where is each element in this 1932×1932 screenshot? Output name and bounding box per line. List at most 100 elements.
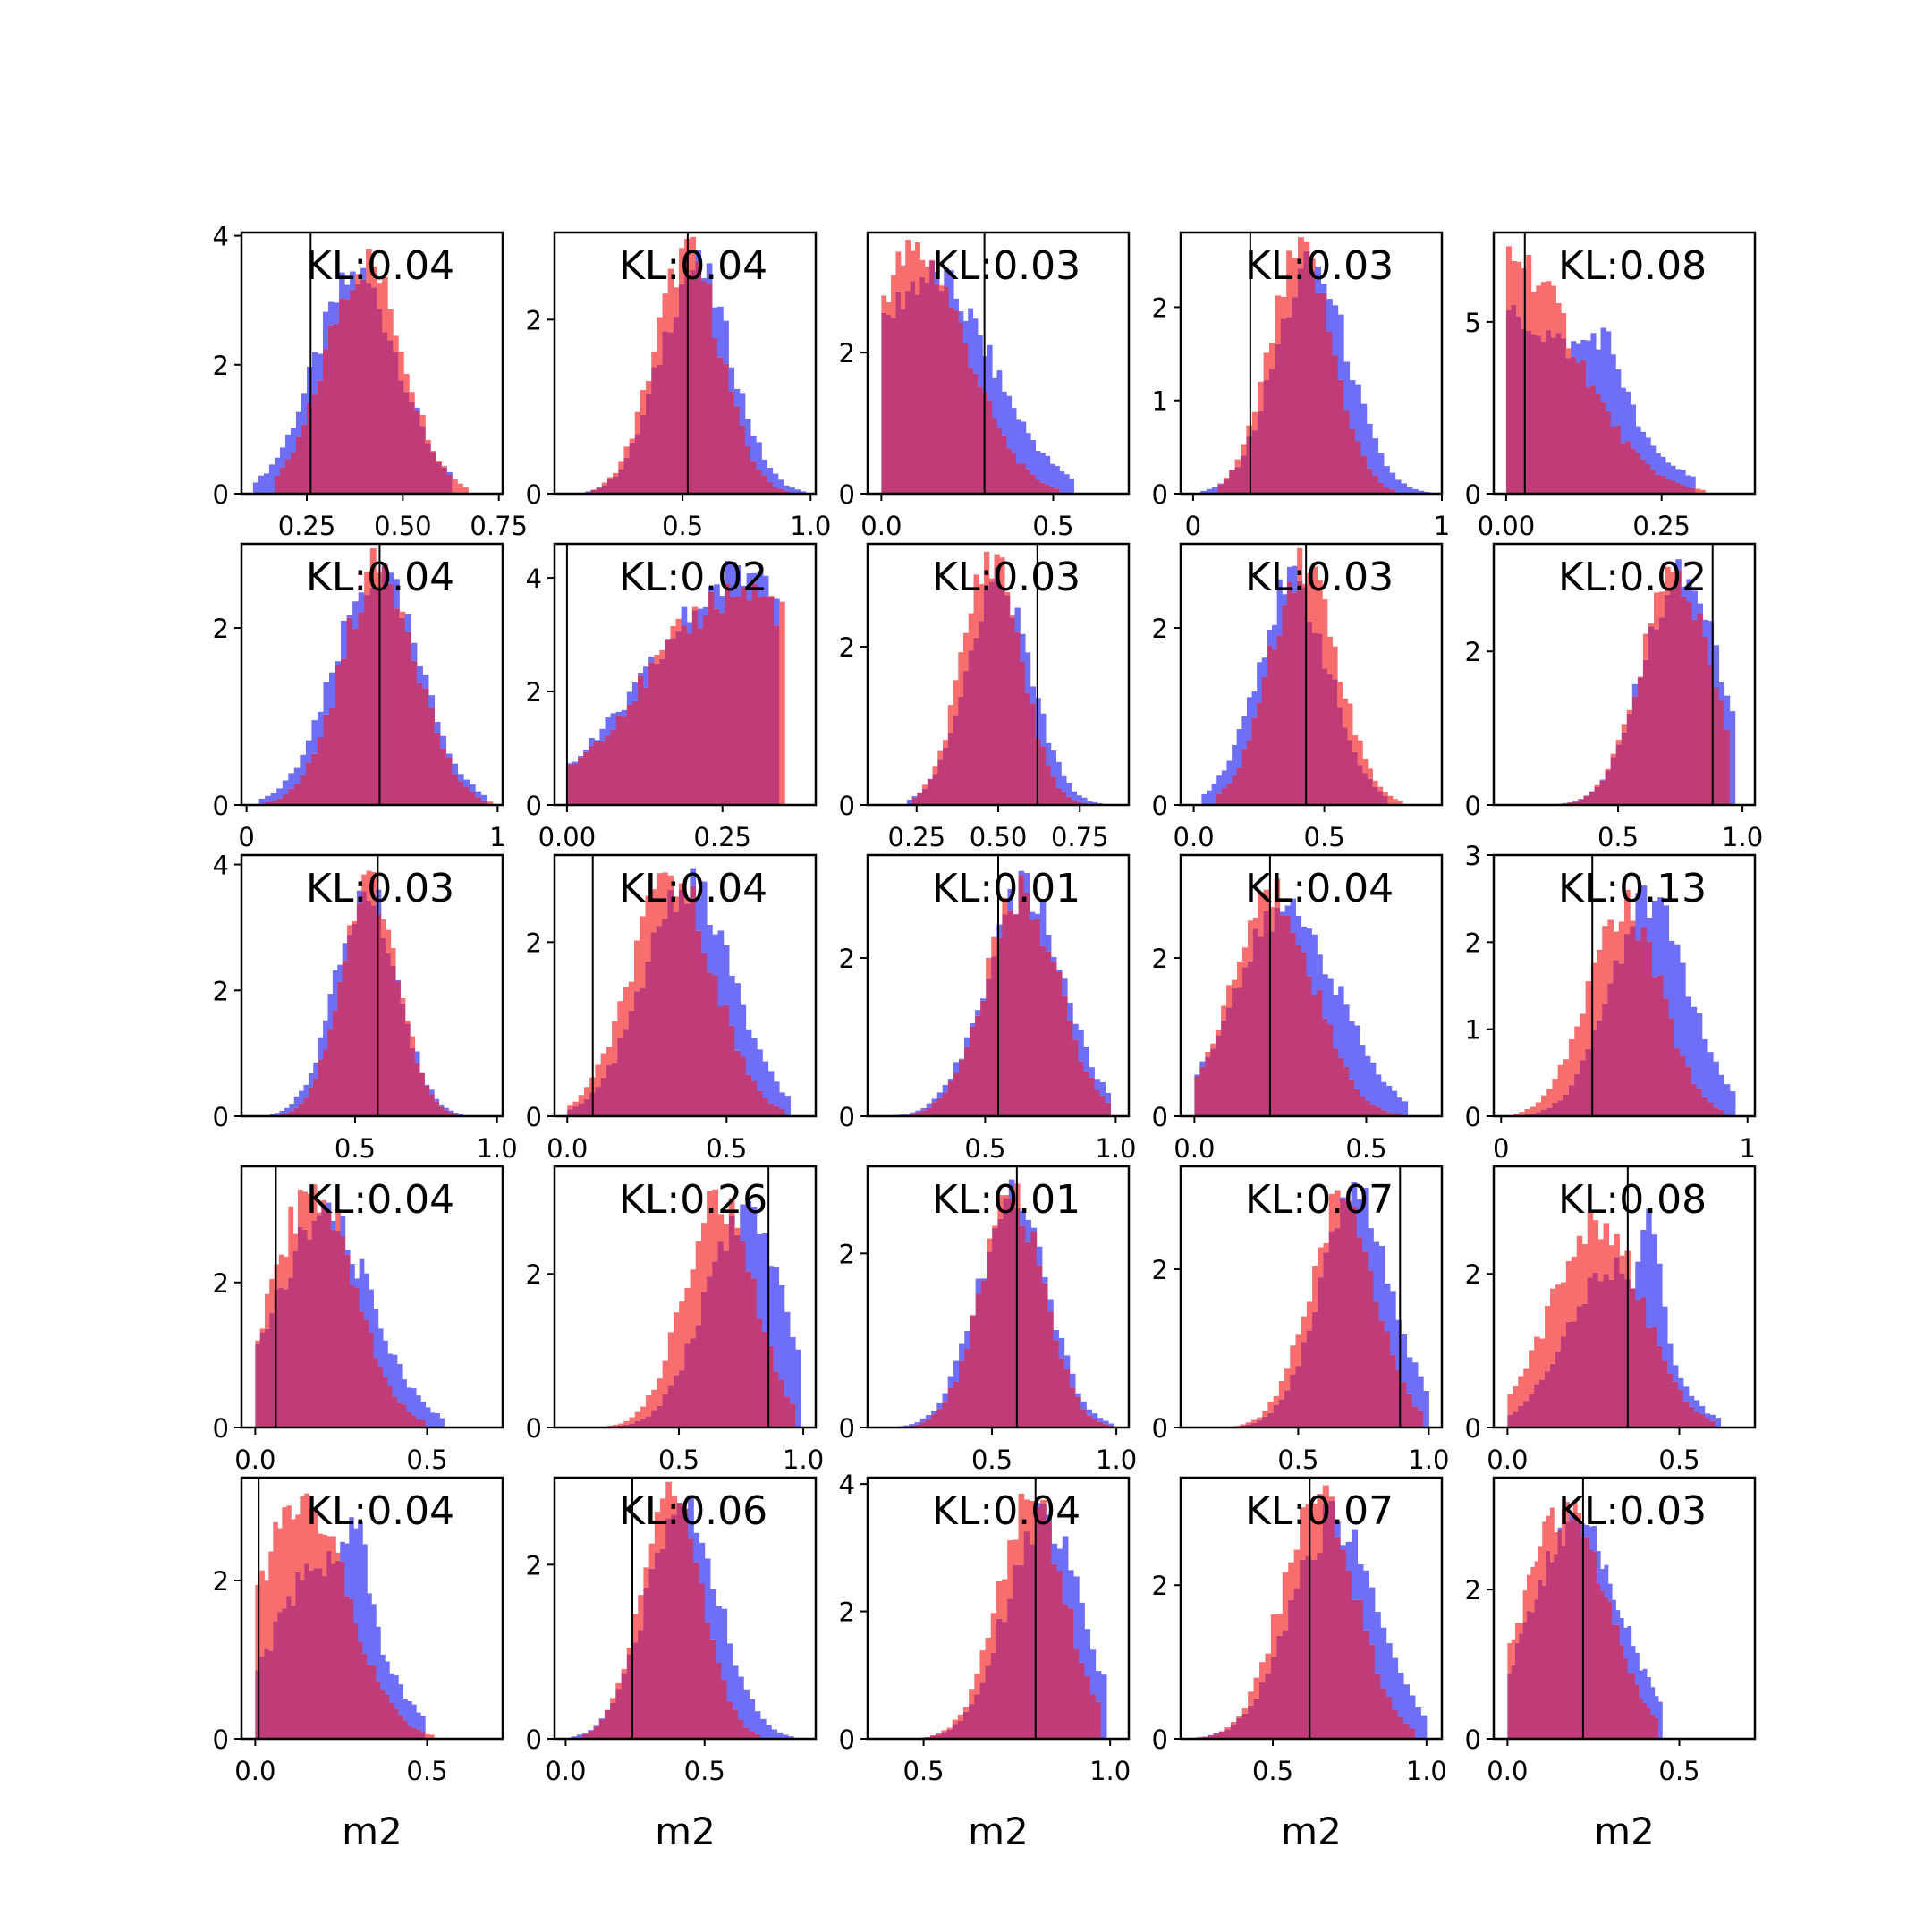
bar-overlap [360,279,367,494]
bar-series-blue [326,1202,332,1211]
bar-series-blue [1351,1182,1358,1207]
bar-overlap [303,1097,309,1116]
bar-overlap [598,1719,606,1739]
y-tick-label: 0 [213,1724,229,1755]
bar-series-blue [911,796,918,798]
bar-series-red [667,875,674,891]
bar-series-red [1328,1193,1335,1232]
bar-series-red [1263,889,1270,911]
bar-overlap [745,1271,752,1428]
bar-series-blue [784,1311,791,1397]
bar-series-red [1307,572,1313,622]
y-tick-label: 0 [213,791,229,821]
bar-series-blue [411,642,418,661]
bar-series-blue [1067,1002,1073,1021]
bar-series-blue [942,1393,949,1403]
bar-series-blue [279,447,286,468]
bar-series-red [1505,246,1512,310]
bar-series-red [1275,295,1282,345]
bar-overlap [290,452,297,494]
panel-1-3: 020.0 0.5KL:0.03 [1152,542,1444,852]
bar-series-red [269,1278,275,1314]
bar-overlap [1334,1537,1341,1739]
bar-series-red [399,611,406,618]
bar-overlap [606,479,614,494]
histogram-bars [567,868,792,1116]
bar-series-red [390,948,396,966]
bar-overlap [1094,1089,1100,1116]
bar-series-blue [963,1037,970,1047]
bar-series-red [640,916,646,988]
bar-overlap [293,1107,300,1116]
bar-overlap [1069,1387,1076,1428]
bar-overlap [1320,292,1327,494]
bar-overlap [623,1424,630,1428]
bar-overlap [1257,702,1263,805]
bar-overlap [706,284,713,494]
bar-series-red [347,925,352,936]
bar-overlap [621,716,628,805]
bar-overlap [1292,592,1298,805]
bar-series-red [264,1580,269,1649]
bar-series-blue [393,579,400,609]
histogram-bars [894,870,1112,1116]
bar-overlap [572,763,579,805]
bar-series-blue [1369,1062,1377,1105]
bar-series-blue [1315,267,1322,293]
bar-series-red [321,1199,327,1205]
bar-overlap [1089,1694,1097,1739]
bar-series-blue [305,740,312,763]
bar-overlap [1311,994,1318,1116]
bar-overlap [1053,1340,1059,1428]
bar-overlap [274,475,281,494]
bar-series-red [675,618,682,632]
bar-series-red [377,283,383,309]
bar-series-blue [1007,888,1013,911]
bar-series-blue [349,1517,354,1599]
bar-overlap [774,625,780,805]
bar-series-blue [1196,1737,1203,1738]
bar-overlap [1055,971,1063,1116]
bar-overlap [1701,1097,1708,1116]
bar-overlap [947,1081,954,1116]
bar-overlap [623,458,631,494]
x-tick-label: 1.0 [1408,1445,1449,1475]
bar-overlap [1349,428,1356,494]
bar-overlap [973,637,979,805]
bar-overlap [1539,1379,1546,1428]
bar-series-blue [1651,1234,1657,1327]
bar-series-red [1515,1623,1520,1643]
bar-overlap [1597,1281,1605,1428]
bar-series-blue [695,250,702,262]
bar-series-blue [915,1110,921,1113]
bar-overlap [645,961,652,1116]
bar-series-red [457,483,463,494]
bar-series-red [273,1521,278,1622]
bar-series-blue [428,1089,435,1095]
bar-series-blue [1663,905,1670,999]
bar-series-blue [1357,1564,1364,1600]
bar-overlap [675,631,682,805]
bar-overlap [980,1280,987,1428]
bar-series-red [1577,1513,1581,1523]
bar-overlap [695,1325,702,1428]
bar-series-blue [1364,1055,1371,1101]
bar-overlap [393,608,400,805]
bar-overlap [936,1734,942,1739]
bar-series-red [881,295,887,313]
bar-overlap [717,1006,724,1116]
bar-series-blue [1062,1536,1069,1605]
bar-overlap [1268,931,1275,1116]
bar-overlap [1326,674,1334,805]
bar-overlap [1007,1598,1013,1739]
bar-series-blue [1063,474,1070,494]
bar-overlap [1267,645,1273,805]
bar-series-blue [789,1336,796,1404]
bar-overlap [291,1606,296,1739]
bar-series-red [617,1001,624,1038]
bar-series-blue [774,598,780,626]
panel-2-3: 020.0 0.5KL:0.04 [1152,853,1444,1164]
bar-overlap [1580,360,1587,494]
bar-series-red [1002,897,1008,915]
bar-overlap [657,1405,664,1428]
